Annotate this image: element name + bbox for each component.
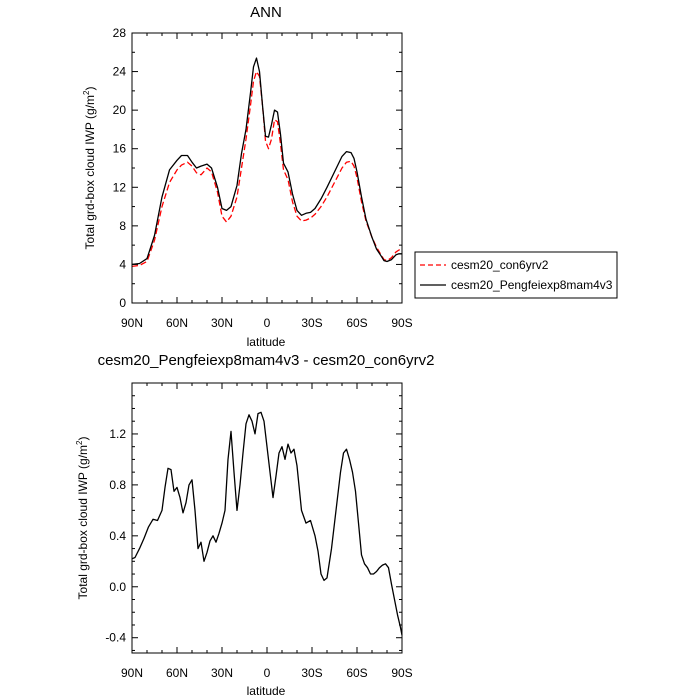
bottom-x-tick-label: 30S — [301, 666, 322, 680]
top-x-tick-label: 90N — [121, 316, 143, 330]
bottom-y-axis-label-close: ) — [76, 437, 90, 441]
bottom-y-axis-label-text: Total grd-box cloud IWP (g/m — [76, 445, 90, 600]
legend-box — [414, 251, 618, 299]
bottom-series-lines — [131, 411, 403, 636]
top-series-line-cesm20_con6yrv2 — [131, 70, 403, 268]
bottom-y-tick-label: -0.4 — [105, 631, 126, 645]
bottom-y-tick-label: 0.8 — [109, 478, 126, 492]
bottom-x-tick-label: 90S — [391, 666, 412, 680]
top-y-tick-label: 16 — [113, 142, 127, 156]
top-series-line-cesm20_pengfeiexp8mam4v3 — [131, 57, 402, 266]
top-y-tick-label: 28 — [113, 26, 127, 40]
top-x-axis-label: latitude — [247, 335, 286, 349]
top-y-tick-label: 12 — [113, 180, 127, 194]
top-x-tick-label: 30N — [211, 316, 233, 330]
top-y-tick-label: 8 — [119, 219, 126, 233]
bottom-x-tick-label: 60N — [166, 666, 188, 680]
bottom-x-tick-label: 0 — [264, 666, 271, 680]
legend-label-pengfeiexp8mam4v3: cesm20_Pengfeiexp8mam4v3 — [451, 278, 613, 292]
bottom-x-tick-label: 60S — [346, 666, 367, 680]
legend: cesm20_con6yrv2 cesm20_Pengfeiexp8mam4v3 — [414, 251, 618, 299]
top-series-lines — [131, 57, 403, 268]
legend-label-con6yrv2: cesm20_con6yrv2 — [451, 258, 549, 272]
top-y-axis-label-close: ) — [83, 87, 97, 91]
bottom-y-axis-label: Total grd-box cloud IWP (g/m2) — [75, 437, 90, 600]
top-x-tick-label: 30S — [301, 316, 322, 330]
bottom-x-tick-label: 90N — [121, 666, 143, 680]
bottom-y-axis-label-sup: 2 — [75, 440, 84, 445]
top-y-tick-label: 4 — [119, 257, 126, 271]
top-panel: ANN 90N 60N 30N 0 30S 60S 90S 0 4 8 12 16 20 24 28 lat… — [82, 4, 618, 349]
bottom-chart-title: cesm20_Pengfeiexp8mam4v3 - cesm20_con6yr… — [98, 352, 435, 369]
bottom-y-tick-label: 1.2 — [109, 427, 126, 441]
top-y-tick-label: 24 — [113, 65, 127, 79]
top-plot-frame — [131, 32, 403, 304]
top-ticks: 90N 60N 30N 0 30S 60S 90S 0 4 8 12 16 20 24 28 — [113, 26, 413, 330]
top-x-tick-label: 60S — [346, 316, 367, 330]
top-x-tick-label: 60N — [166, 316, 188, 330]
bottom-series-line-difference — [131, 411, 403, 636]
bottom-ticks: 90N 60N 30N 0 30S 60S 90S -0.4 0.0 0.4 0.8 1.2 — [105, 382, 413, 680]
bottom-panel: cesm20_Pengfeiexp8mam4v3 - cesm20_con6yr… — [75, 352, 434, 698]
bottom-y-tick-label: 0.4 — [109, 529, 126, 543]
top-y-tick-label: 0 — [119, 296, 126, 310]
bottom-plot-frame — [131, 382, 403, 654]
top-y-axis-label-sup: 2 — [82, 90, 91, 95]
top-y-tick-label: 20 — [113, 103, 127, 117]
bottom-y-tick-label: 0.0 — [109, 580, 126, 594]
bottom-x-tick-label: 30N — [211, 666, 233, 680]
top-y-axis-label-text: Total grd-box cloud IWP (g/m — [83, 95, 97, 250]
top-x-tick-label: 0 — [264, 316, 271, 330]
top-x-tick-label: 90S — [391, 316, 412, 330]
top-chart-title: ANN — [250, 4, 282, 21]
top-y-axis-label: Total grd-box cloud IWP (g/m2) — [82, 87, 97, 250]
bottom-x-axis-label: latitude — [247, 684, 286, 698]
